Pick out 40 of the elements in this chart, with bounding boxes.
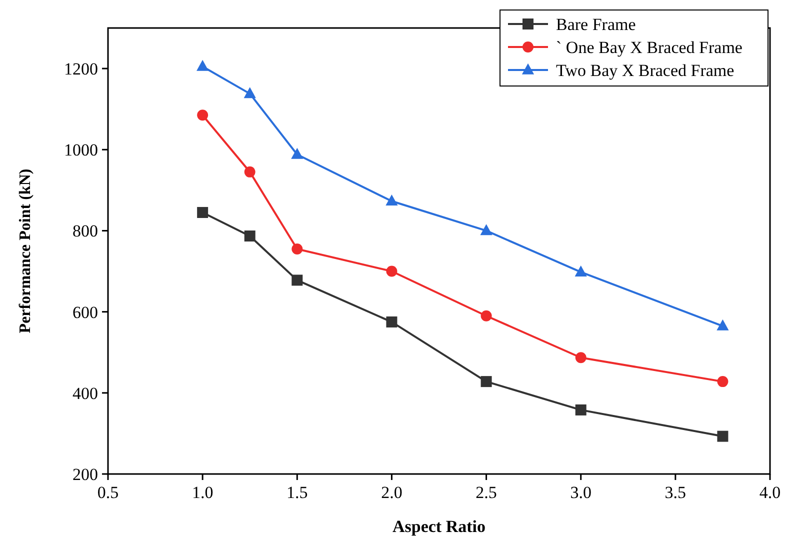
x-axis-title: Aspect Ratio: [392, 517, 486, 536]
point: [480, 224, 492, 236]
x-tick-label: 1.5: [286, 483, 308, 502]
point: [196, 60, 209, 71]
point: [574, 265, 587, 276]
y-tick-label: 1200: [64, 60, 98, 79]
point: [244, 87, 256, 98]
point: [197, 206, 208, 218]
y-tick-label: 200: [72, 465, 98, 484]
x-tick-label: 4.0: [759, 483, 781, 502]
point: [717, 430, 728, 442]
point: [291, 148, 304, 159]
point: [386, 194, 398, 206]
y-tick-label: 1000: [64, 140, 98, 160]
x-tick-label: 2.0: [381, 483, 402, 502]
point: [575, 352, 586, 364]
y-axis-title: Performance Point (kN): [17, 168, 34, 334]
legend-label: ` One Bay X Braced Frame: [556, 38, 742, 57]
point: [386, 316, 398, 328]
y-tick-label: 400: [72, 384, 98, 403]
x-tick-label: 3.0: [570, 483, 592, 502]
point: [386, 266, 398, 277]
point: [244, 230, 256, 242]
x-tick-label: 0.5: [97, 483, 119, 502]
point: [292, 243, 303, 254]
point: [716, 319, 729, 330]
point: [717, 376, 728, 388]
x-tick-label: 2.5: [476, 483, 497, 502]
point: [480, 376, 492, 388]
point: [197, 110, 208, 121]
point: [480, 310, 492, 322]
point: [292, 274, 303, 286]
point: [244, 166, 256, 178]
point: [575, 404, 586, 416]
x-tick-label: 3.5: [664, 483, 686, 502]
y-tick-label: 600: [72, 302, 98, 322]
y-tick-label: 800: [72, 222, 98, 241]
legend-label: Two Bay X Braced Frame: [556, 61, 734, 80]
x-tick-label: 1.0: [192, 483, 214, 502]
legend-label: Bare Frame: [556, 15, 636, 34]
